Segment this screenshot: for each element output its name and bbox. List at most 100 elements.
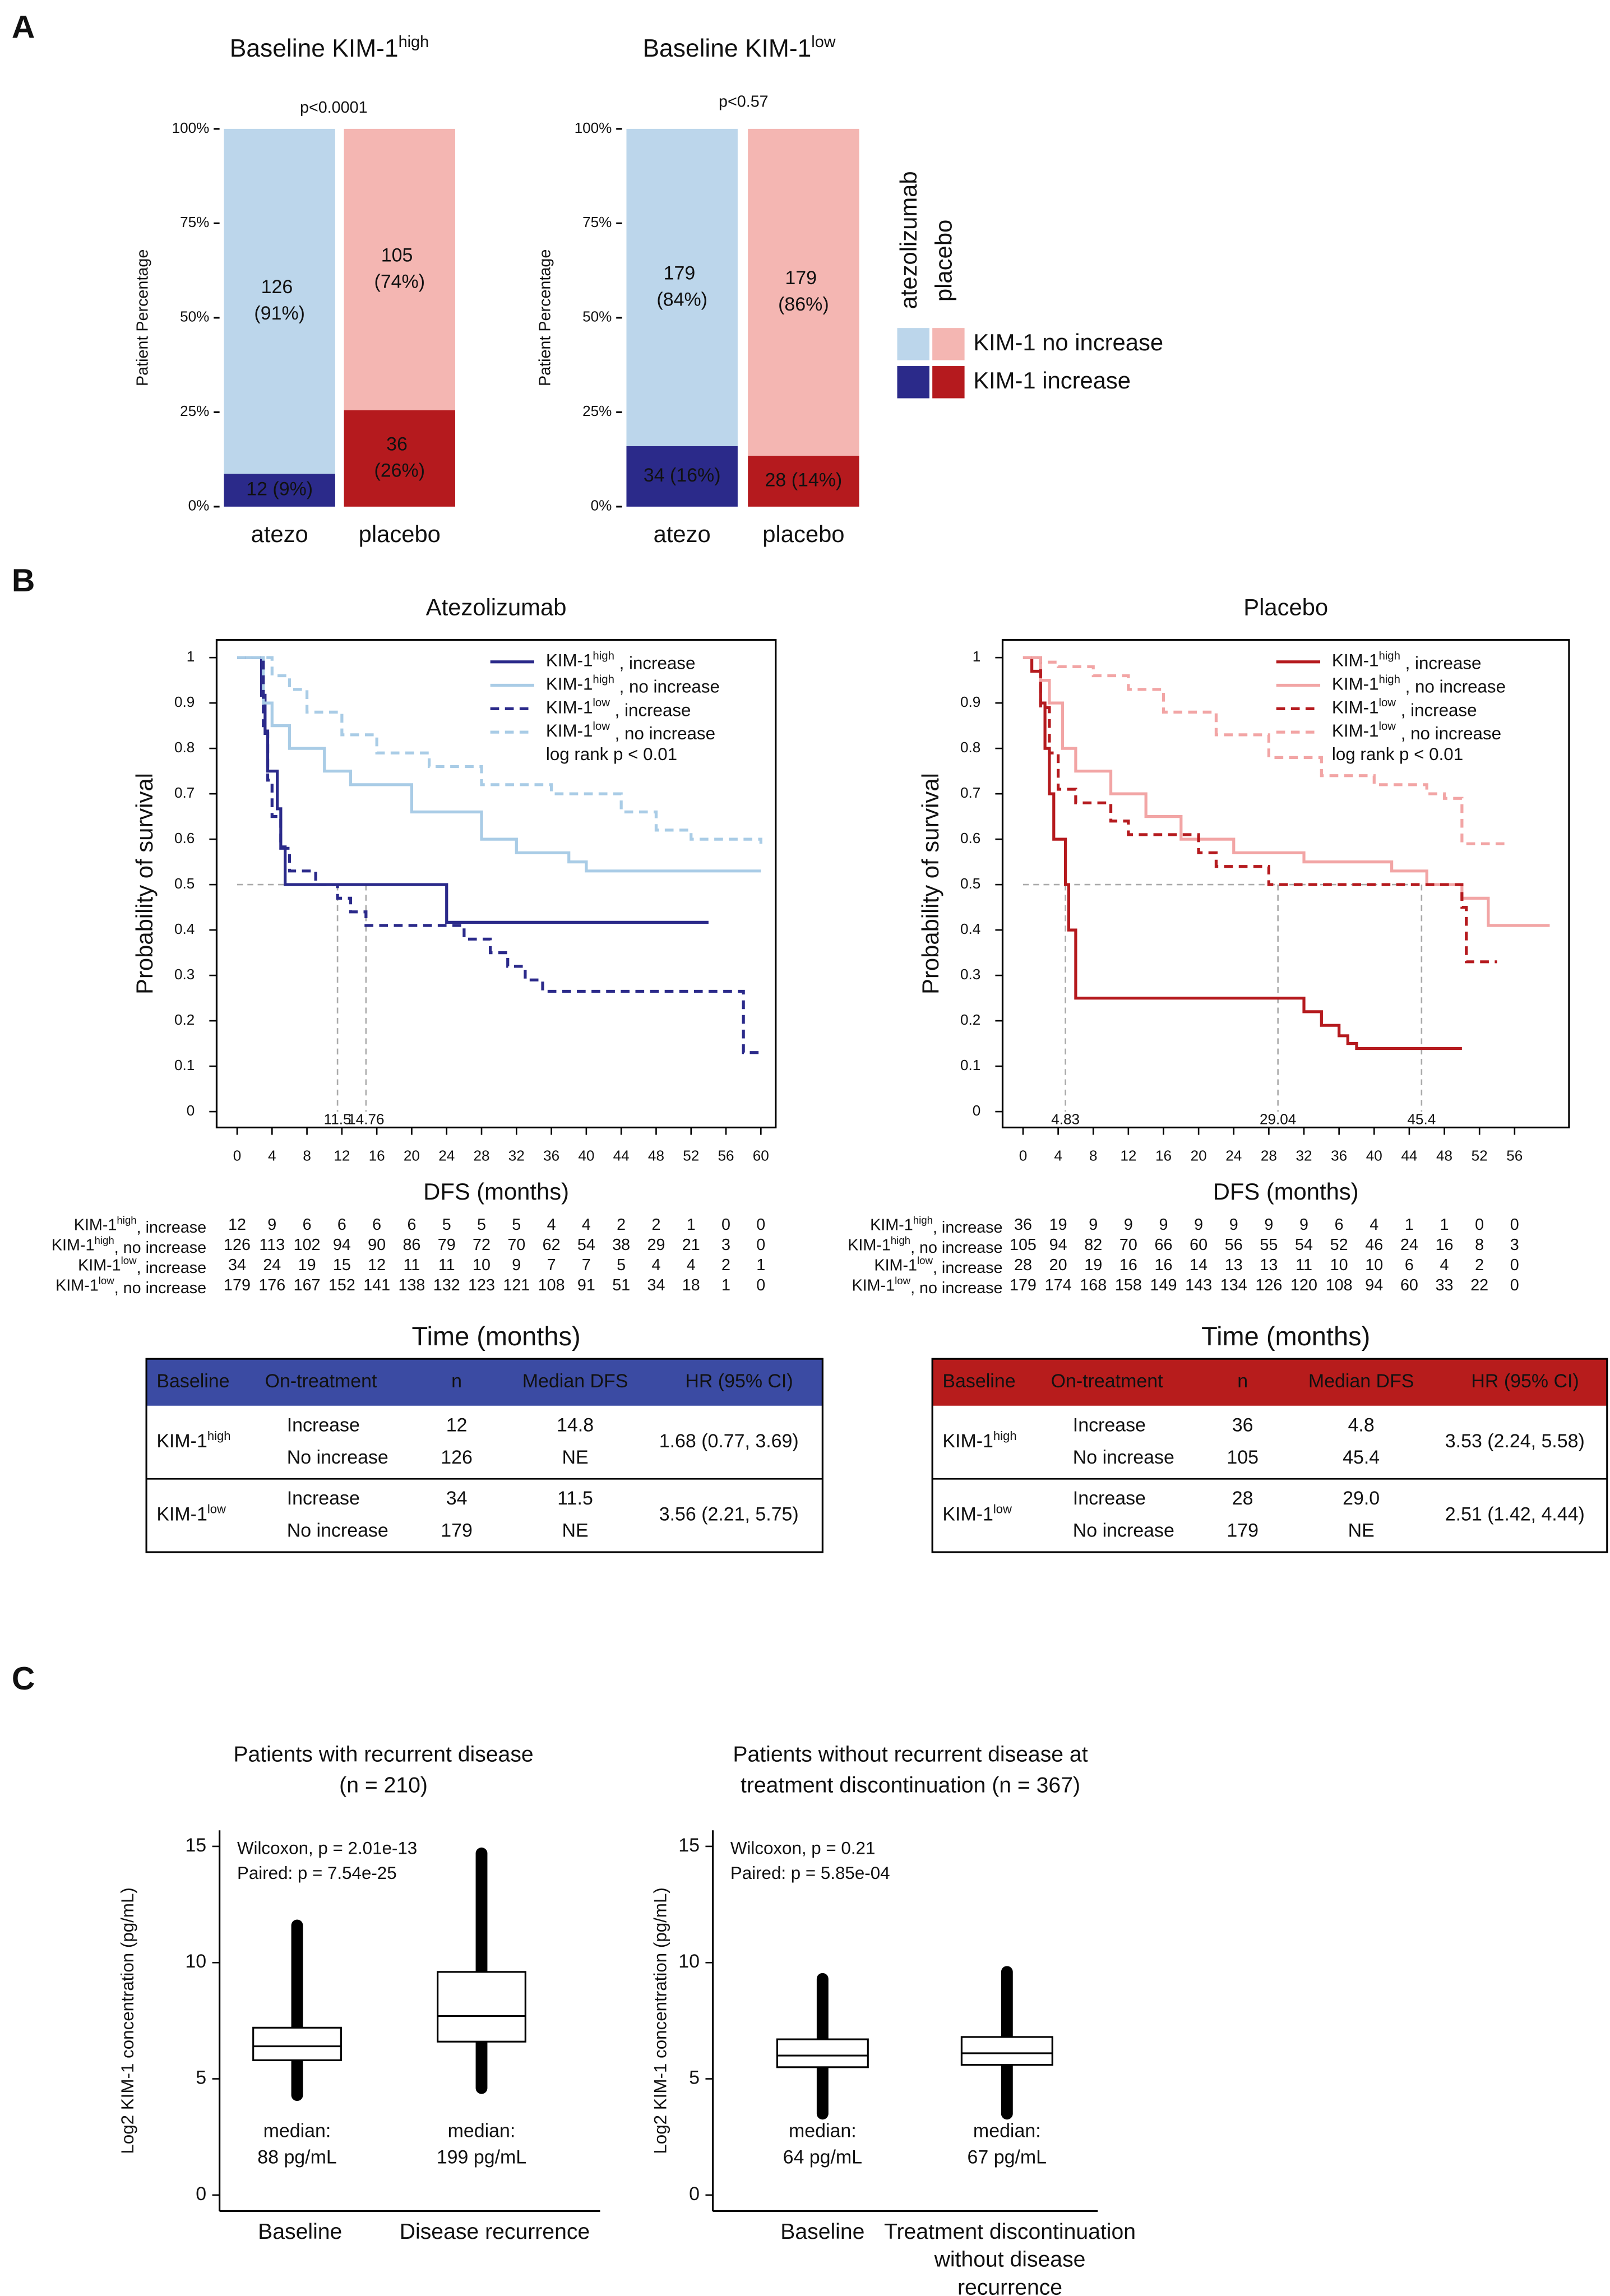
median-label: 67 pg/mL — [968, 2146, 1047, 2168]
risk-count: 2 — [721, 1256, 730, 1274]
risk-count: 24 — [263, 1256, 281, 1274]
risk-count: 138 — [398, 1276, 425, 1294]
legend-label: KIM-1 no increase — [973, 329, 1163, 355]
risk-count: 143 — [1185, 1276, 1212, 1294]
y-tick-label: 0.7 — [960, 784, 980, 801]
p-value: p<0.0001 — [300, 99, 368, 117]
risk-count: 4 — [687, 1256, 696, 1274]
risk-count: 12 — [228, 1216, 246, 1234]
y-tick-label: 0.3 — [174, 966, 195, 983]
risk-table-title: Time (months) — [1201, 1321, 1370, 1351]
legend-label: KIM-1low , no increase — [1332, 720, 1501, 743]
risk-count: 70 — [507, 1236, 525, 1254]
x-tick-label: 24 — [438, 1147, 455, 1164]
risk-count: 1 — [1405, 1216, 1414, 1234]
annotation: Paired: p = 7.54e-25 — [237, 1863, 397, 1883]
median-label: 11.5 — [324, 1111, 351, 1128]
chart-title: (n = 210) — [339, 1773, 428, 1797]
risk-count: 2 — [617, 1216, 626, 1234]
risk-count: 0 — [756, 1276, 765, 1294]
legend-label: KIM-1 increase — [973, 367, 1131, 394]
risk-row-label: KIM-1high, increase — [870, 1214, 1002, 1237]
y-axis-label: Probability of survival — [917, 773, 943, 994]
x-tick-label: 20 — [404, 1147, 420, 1164]
x-tick-label: Disease recurrence — [400, 2220, 590, 2244]
table-header-cell: HR (95% CI) — [1471, 1371, 1579, 1392]
survival-curve — [237, 656, 761, 873]
risk-count: 9 — [1229, 1216, 1238, 1234]
x-tick-label: 52 — [1472, 1147, 1488, 1164]
risk-count: 179 — [1010, 1276, 1037, 1294]
risk-count: 6 — [1405, 1256, 1414, 1274]
risk-count: 66 — [1155, 1236, 1173, 1254]
bar-segment — [224, 474, 335, 507]
risk-count: 29 — [647, 1236, 665, 1254]
table-cell: No increase — [1073, 1520, 1174, 1541]
risk-row-label: KIM-1low, increase — [78, 1255, 206, 1277]
y-tick-label: 0.8 — [174, 739, 195, 756]
y-tick-label: 50% — [582, 308, 612, 325]
risk-count: 94 — [333, 1236, 351, 1254]
x-tick-label: 60 — [753, 1147, 769, 1164]
y-tick-label: 0.5 — [174, 875, 195, 892]
risk-count: 4 — [547, 1216, 556, 1234]
risk-count: 108 — [538, 1276, 565, 1294]
table-cell: 179 — [441, 1520, 473, 1541]
table-cell: No increase — [1073, 1447, 1174, 1468]
risk-row-label: KIM-1low, increase — [874, 1255, 1002, 1277]
chart-title: Atezolizumab — [426, 594, 567, 621]
table-cell: 105 — [1227, 1447, 1259, 1468]
x-tick-label: 12 — [334, 1147, 350, 1164]
panel-label: B — [12, 563, 35, 599]
risk-count: 46 — [1365, 1236, 1383, 1254]
risk-count: 0 — [1510, 1256, 1519, 1274]
annotation: Wilcoxon, p = 0.21 — [730, 1839, 876, 1858]
annotation: Paired: p = 5.85e-04 — [730, 1863, 890, 1883]
risk-count: 82 — [1084, 1236, 1102, 1254]
table-cell: Increase — [287, 1414, 360, 1436]
risk-count: 9 — [1194, 1216, 1203, 1234]
table-cell: NE — [562, 1520, 589, 1541]
risk-count: 19 — [1084, 1256, 1102, 1274]
risk-count: 123 — [468, 1276, 495, 1294]
risk-count: 55 — [1260, 1236, 1278, 1254]
table-header-cell: n — [1237, 1371, 1248, 1392]
risk-count: 158 — [1115, 1276, 1142, 1294]
risk-count: 91 — [577, 1276, 595, 1294]
risk-count: 60 — [1190, 1236, 1208, 1254]
risk-count: 4 — [1370, 1216, 1378, 1234]
table-cell: 1.68 (0.77, 3.69) — [659, 1431, 799, 1452]
risk-count: 6 — [337, 1216, 346, 1234]
risk-count: 4 — [651, 1256, 660, 1274]
y-axis-label: Log2 KIM-1 concentration (pg/mL) — [118, 1887, 137, 2154]
risk-count: 34 — [228, 1256, 246, 1274]
table-cell: Increase — [1073, 1414, 1146, 1436]
risk-count: 174 — [1045, 1276, 1072, 1294]
risk-count: 11 — [404, 1256, 420, 1274]
risk-count: 90 — [368, 1236, 386, 1254]
table-cell: No increase — [287, 1447, 388, 1468]
risk-count: 1 — [756, 1256, 765, 1274]
risk-count: 121 — [503, 1276, 530, 1294]
y-tick-label: 0.2 — [960, 1011, 980, 1028]
risk-count: 15 — [333, 1256, 351, 1274]
risk-count: 51 — [612, 1276, 630, 1294]
legend-swatch — [932, 366, 965, 399]
x-tick-label: 48 — [1436, 1147, 1452, 1164]
x-tick-label: 0 — [1019, 1147, 1028, 1164]
table-cell: 34 — [446, 1488, 468, 1509]
risk-count: 21 — [682, 1236, 700, 1254]
risk-count: 34 — [647, 1276, 665, 1294]
x-tick-label: 16 — [1155, 1147, 1172, 1164]
x-axis-label: DFS (months) — [423, 1178, 569, 1205]
x-tick-label: Baseline — [258, 2220, 342, 2244]
p-value: p<0.57 — [719, 92, 769, 110]
risk-table-title: Time (months) — [412, 1321, 581, 1351]
x-tick-label: atezo — [654, 521, 711, 547]
x-tick-label: 56 — [718, 1147, 734, 1164]
table-header-cell: Baseline — [942, 1371, 1015, 1392]
table-cell: 3.56 (2.21, 5.75) — [659, 1504, 799, 1525]
chart-title: Placebo — [1243, 594, 1328, 621]
